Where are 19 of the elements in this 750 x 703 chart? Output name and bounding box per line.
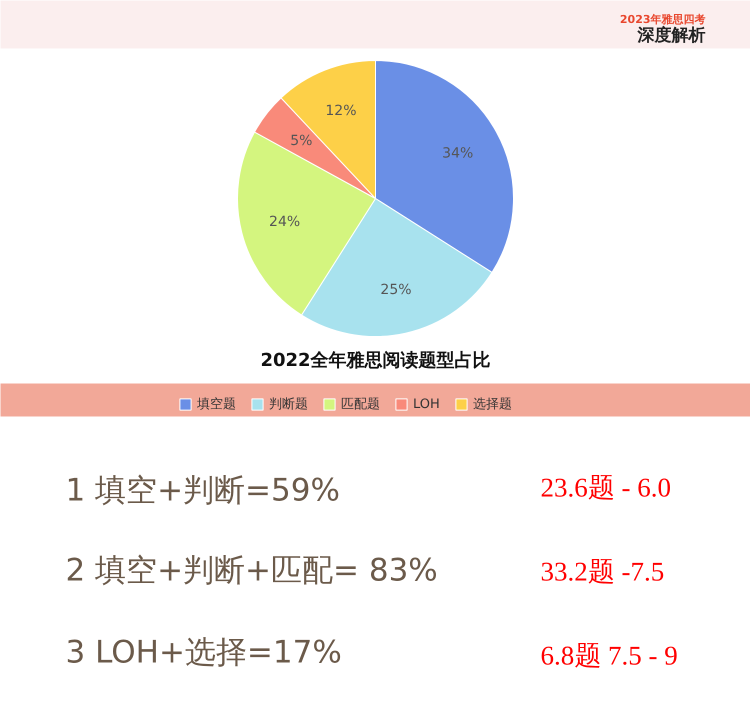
text: 6.8题 7.5 - 9	[540, 640, 678, 670]
data-label: 34%	[442, 145, 474, 162]
text: 2 填空+判断+匹配= 83%	[66, 552, 438, 588]
text: 2023年雅思四考	[620, 13, 706, 26]
text: 3 LOH+选择=17%	[66, 634, 342, 670]
legend-label: 匹配题	[341, 396, 380, 413]
text: 1 填空+判断=59%	[66, 472, 340, 508]
text: 深度解析	[636, 26, 706, 46]
legend-label: 判断题	[269, 396, 308, 413]
text: 33.2题 -7.5	[540, 556, 664, 586]
data-label: 5%	[290, 132, 312, 149]
data-label: 12%	[325, 103, 357, 120]
data-label: 25%	[380, 282, 412, 298]
legend-label: 填空题	[197, 396, 236, 413]
text: 2022全年雅思阅读题型占比	[260, 350, 491, 371]
legend-label: 选择题	[472, 396, 512, 413]
text: 23.6题 - 6.0	[540, 472, 671, 502]
legend-label: LOH	[413, 396, 440, 412]
data-label: 24%	[269, 214, 300, 230]
